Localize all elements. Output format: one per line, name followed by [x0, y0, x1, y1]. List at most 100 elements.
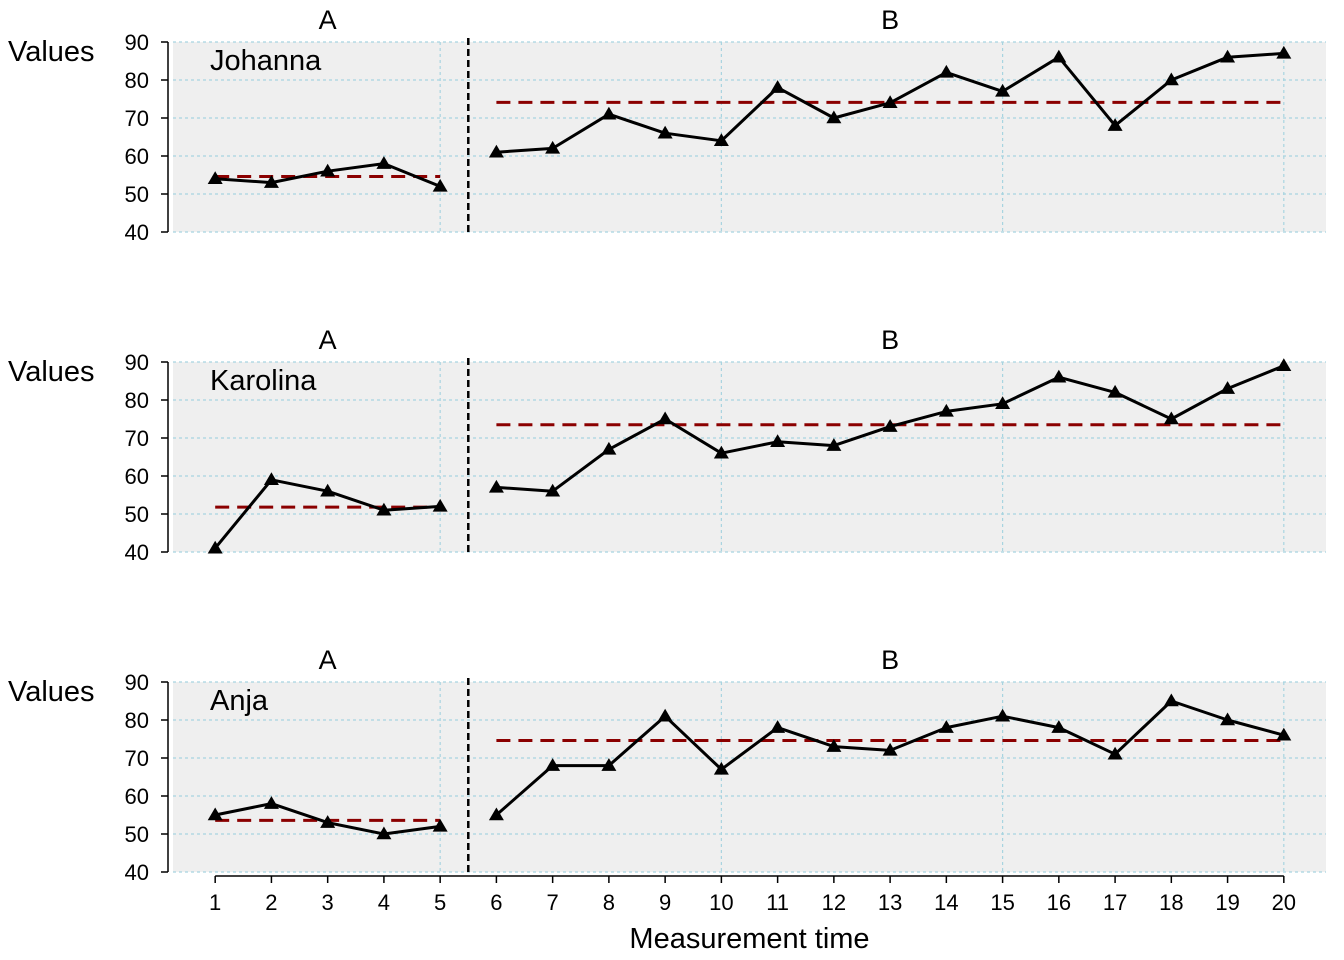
phase-label-a: A — [319, 645, 337, 675]
y-tick-label: 70 — [125, 106, 149, 131]
data-point-triangle — [263, 175, 279, 188]
data-point-triangle — [1220, 712, 1236, 726]
phase-label-b: B — [881, 5, 899, 35]
data-point-triangle — [376, 502, 392, 516]
data-point-triangle — [1107, 384, 1123, 398]
x-tick-label: 11 — [766, 890, 789, 915]
data-point-triangle — [995, 83, 1011, 97]
y-tick-label: 50 — [125, 182, 149, 207]
x-tick-label: 5 — [434, 890, 446, 915]
data-point-triangle — [1163, 693, 1179, 707]
data-point-triangle — [1051, 720, 1067, 733]
data-point-triangle — [488, 807, 504, 821]
y-tick-label: 80 — [125, 708, 149, 733]
data-point-triangle — [995, 396, 1011, 410]
data-point-triangle — [376, 156, 392, 169]
x-tick-label: 14 — [934, 890, 958, 915]
data-point-triangle — [938, 720, 954, 733]
data-point-triangle — [320, 163, 336, 177]
data-point-triangle — [263, 472, 279, 486]
data-point-triangle — [1276, 727, 1292, 741]
data-point-triangle — [488, 144, 504, 158]
x-tick-label: 7 — [547, 890, 559, 915]
y-tick-label: 60 — [125, 464, 149, 489]
y-tick-label: 50 — [125, 822, 149, 847]
x-tick-label: 1 — [209, 890, 221, 915]
panel-johanna: 40 50 60 70 80 90 Values Johanna A B — [8, 5, 1326, 245]
data-point-triangle — [770, 434, 786, 448]
data-point-triangle — [1107, 118, 1123, 131]
data-point-triangle — [207, 807, 223, 821]
data-point-triangle — [263, 796, 279, 809]
x-tick-label: 16 — [1047, 890, 1071, 915]
data-point-triangle — [1107, 746, 1123, 760]
data-point-triangle — [601, 758, 617, 771]
x-tick-label: 19 — [1215, 890, 1239, 915]
data-point-triangle — [432, 498, 448, 512]
data-point-triangle — [770, 720, 786, 733]
y-axis-title: Values — [8, 36, 95, 68]
data-point-triangle — [657, 125, 673, 139]
x-tick-label: 17 — [1103, 890, 1127, 915]
data-point-triangle — [657, 411, 673, 425]
y-tick-label: 80 — [125, 388, 149, 413]
data-point-triangle — [713, 133, 729, 147]
y-tick-label: 80 — [125, 68, 149, 93]
x-tick-label: 12 — [822, 890, 846, 915]
phase-label-b: B — [881, 325, 899, 355]
x-tick-label: 15 — [990, 890, 1014, 915]
data-point-triangle — [882, 419, 898, 432]
x-tick-label: 9 — [659, 890, 671, 915]
data-point-triangle — [938, 64, 954, 78]
data-point-triangle — [1051, 369, 1067, 383]
data-point-triangle — [432, 818, 448, 832]
y-tick-label: 90 — [125, 350, 149, 375]
panel-background — [173, 42, 1326, 232]
data-point-triangle — [488, 479, 504, 493]
data-point-triangle — [713, 761, 729, 775]
data-point-triangle — [995, 708, 1011, 722]
y-tick-label: 90 — [125, 30, 149, 55]
phase-label-a: A — [319, 5, 337, 35]
y-tick-label: 90 — [125, 670, 149, 695]
data-point-triangle — [882, 742, 898, 756]
data-point-triangle — [770, 80, 786, 93]
x-tick-label: 10 — [709, 890, 733, 915]
y-tick-label: 50 — [125, 502, 149, 527]
y-tick-label: 40 — [125, 220, 149, 245]
x-axis-title: Measurement time — [629, 923, 869, 955]
data-point-triangle — [882, 95, 898, 109]
x-tick-label: 6 — [490, 890, 502, 915]
y-tick-label: 40 — [125, 540, 149, 565]
data-point-triangle — [207, 540, 223, 554]
data-point-triangle — [545, 140, 561, 154]
x-tick-label: 3 — [322, 890, 334, 915]
data-point-triangle — [826, 110, 842, 124]
x-axis: 1 2 3 4 5 6 7 8 9 10 11 12 13 14 15 16 17 18 19 20Measureme… — [209, 875, 1296, 955]
y-axis-title: Values — [8, 676, 95, 708]
y-tick-label: 70 — [125, 426, 149, 451]
x-tick-label: 8 — [603, 890, 615, 915]
case-label: Johanna — [210, 45, 322, 77]
x-tick-label: 18 — [1159, 890, 1183, 915]
x-tick-label: 4 — [378, 890, 390, 915]
data-point-triangle — [545, 758, 561, 771]
phase-label-a: A — [319, 325, 337, 355]
y-tick-label: 60 — [125, 144, 149, 169]
x-tick-label: 2 — [265, 890, 277, 915]
data-point-triangle — [601, 106, 617, 120]
case-label: Karolina — [210, 365, 317, 397]
data-point-triangle — [376, 826, 392, 840]
data-point-triangle — [207, 171, 223, 185]
phase-label-b: B — [881, 645, 899, 675]
y-axis-title: Values — [8, 356, 95, 388]
data-point-triangle — [938, 403, 954, 417]
x-tick-label: 13 — [878, 890, 902, 915]
data-point-triangle — [1276, 358, 1292, 372]
data-point-triangle — [320, 815, 336, 828]
x-tick-label: 20 — [1272, 890, 1296, 915]
panel-anja: 40 50 60 70 80 90 Values Anja A B — [8, 645, 1326, 885]
data-point-triangle — [1220, 49, 1236, 63]
